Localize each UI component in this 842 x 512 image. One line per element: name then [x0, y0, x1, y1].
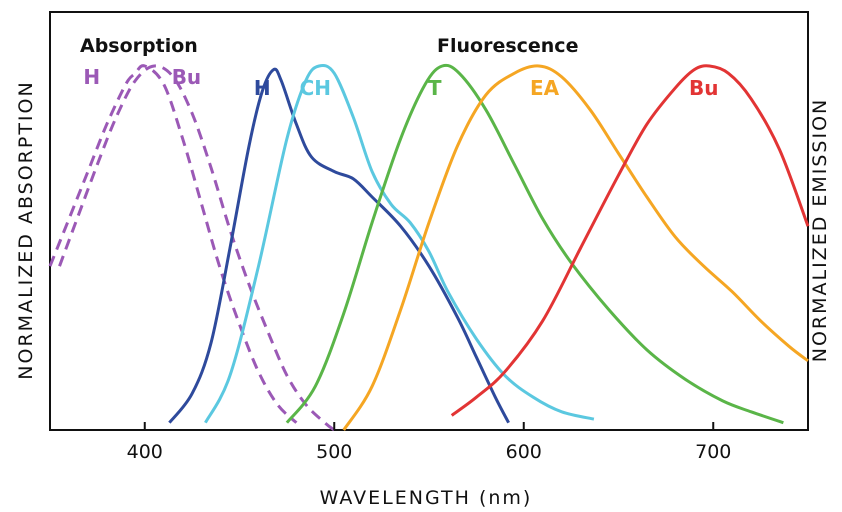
plot-frame — [49, 11, 809, 431]
x-axis-label: WAVELENGTH (nm) — [320, 487, 533, 509]
fluorescence-label-ea: EA — [530, 76, 560, 100]
absorption-heading: Absorption — [80, 35, 198, 57]
x-tick-label: 600 — [506, 441, 542, 463]
absorption-curve-h — [48, 64, 298, 424]
x-tick-label: 400 — [127, 441, 163, 463]
y-axis-label-left: NORMALIZED ABSORPTION — [15, 80, 37, 379]
curve-labels: H Bu H CH T EA Bu — [83, 65, 718, 100]
fluorescence-curve-ch — [204, 63, 595, 424]
fluorescence-curve-bu — [450, 64, 810, 417]
absorption-label-h: H — [83, 65, 100, 89]
fluorescence-curve-h — [168, 67, 510, 424]
fluorescence-heading: Fluorescence — [437, 35, 578, 57]
y-axis-label-right: NORMALIZED EMISSION — [809, 98, 831, 363]
fluorescence-label-t: T — [428, 76, 442, 100]
plot-area — [48, 11, 810, 432]
fluorescence-curve-ea — [342, 64, 809, 431]
x-axis-ticks: 400 500 600 700 — [127, 422, 731, 463]
x-tick-label: 700 — [695, 441, 731, 463]
fluorescence-curve-t — [285, 63, 784, 425]
absorption-label-bu: Bu — [172, 65, 201, 89]
absorption-curve-bu — [58, 64, 336, 432]
fluorescence-label-ch: CH — [300, 76, 331, 100]
x-tick-label: 500 — [316, 441, 352, 463]
fluorescence-label-h: H — [254, 76, 271, 100]
fluorescence-label-bu: Bu — [689, 76, 718, 100]
